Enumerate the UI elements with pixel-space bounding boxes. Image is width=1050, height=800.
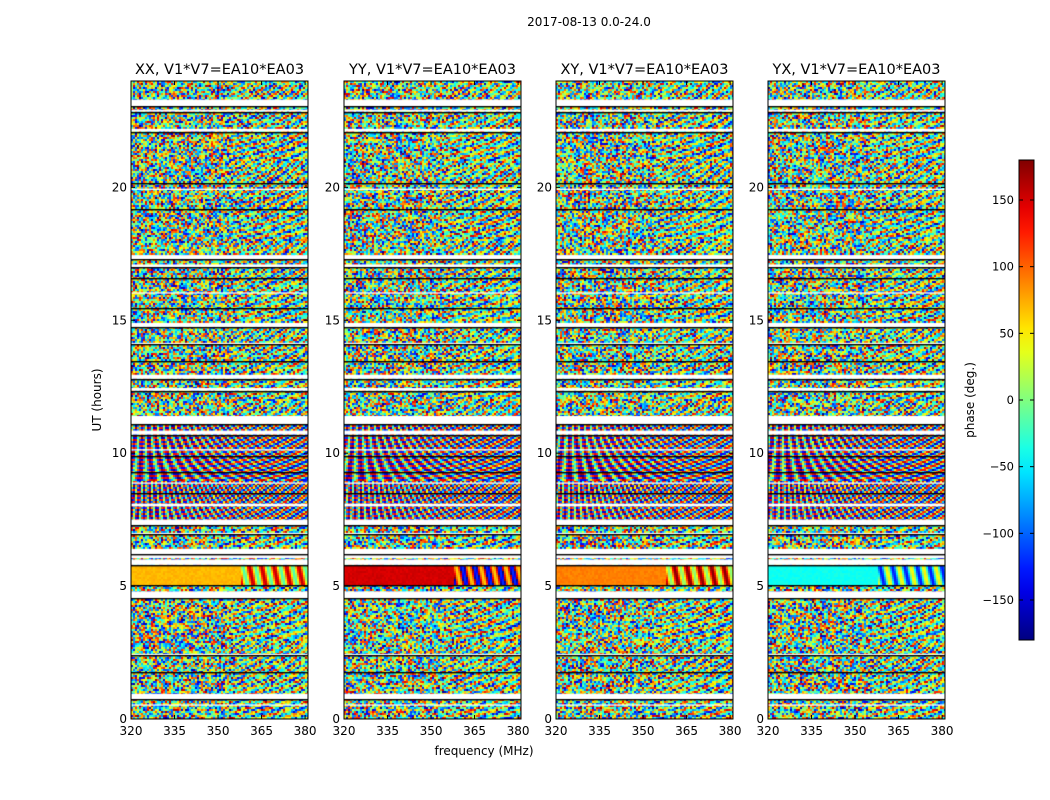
y-tick-label: 5	[756, 579, 764, 593]
colorbar-tick-label: 50	[999, 326, 1014, 340]
y-tick-label: 5	[332, 579, 340, 593]
colorbar-tick-label: 100	[992, 260, 1014, 274]
y-tick-label: 15	[537, 313, 552, 327]
x-tick-label: 380	[507, 724, 530, 738]
x-tick-label: 335	[588, 724, 611, 738]
x-tick-label: 350	[632, 724, 655, 738]
panel-2: XY, V1*V7=EA10*EA03 320 335 350 365 380 0 5 10 15…	[537, 62, 742, 738]
colorbar-tick-label: −50	[990, 460, 1014, 474]
panels-group: XX, V1*V7=EA10*EA03 320 335 350 365 380 0 5 10 15…	[112, 62, 954, 738]
y-tick-label: 10	[537, 446, 552, 460]
colorbar-label: phase (deg.)	[963, 362, 977, 438]
y-tick-label: 20	[749, 180, 764, 194]
x-tick-label: 320	[757, 724, 780, 738]
x-tick-label: 350	[207, 724, 230, 738]
x-tick-label: 350	[844, 724, 867, 738]
panel-1: YY, V1*V7=EA10*EA03 320 335 350 365 380 0 5 10 15…	[325, 62, 530, 738]
x-tick-label: 365	[675, 724, 698, 738]
panel-title-0: XX, V1*V7=EA10*EA03	[135, 62, 304, 78]
x-tick-label: 365	[463, 724, 486, 738]
heatmap-image-1	[344, 81, 521, 719]
panel-3: YX, V1*V7=EA10*EA03 320 335 350 365 380 0 5 10 15…	[749, 62, 954, 738]
y-tick-label: 10	[325, 446, 340, 460]
x-tick-label: 335	[800, 724, 823, 738]
colorbar: −150 −100 −50 0 50 100 150	[982, 159, 1035, 641]
x-tick-label: 320	[545, 724, 568, 738]
x-tick-label: 365	[887, 724, 910, 738]
x-axis-label: frequency (MHz)	[434, 744, 533, 758]
heatmap-image-3	[768, 81, 945, 719]
x-tick-label: 335	[163, 724, 186, 738]
panel-frame-3	[767, 80, 946, 720]
y-tick-label: 5	[119, 579, 127, 593]
panel-title-3: YX, V1*V7=EA10*EA03	[771, 62, 940, 78]
figure-suptitle: 2017-08-13 0.0-24.0	[527, 15, 651, 29]
x-tick-label: 320	[333, 724, 356, 738]
y-tick-label: 0	[756, 712, 764, 726]
y-tick-label: 5	[544, 579, 552, 593]
colorbar-tick-label: 150	[992, 193, 1014, 207]
y-tick-label: 10	[112, 446, 127, 460]
heatmap-image-2	[556, 81, 733, 719]
panel-title-2: XY, V1*V7=EA10*EA03	[560, 62, 728, 78]
y-tick-label: 0	[119, 712, 127, 726]
panel-frame-2	[555, 80, 734, 720]
y-tick-label: 15	[112, 313, 127, 327]
heatmap-image-0	[131, 81, 308, 719]
x-tick-label: 320	[120, 724, 143, 738]
y-axis-label: UT (hours)	[90, 368, 104, 431]
y-tick-label: 15	[325, 313, 340, 327]
y-tick-label: 15	[749, 313, 764, 327]
y-tick-label: 10	[749, 446, 764, 460]
x-tick-label: 365	[250, 724, 273, 738]
colorbar-tick-label: 0	[1007, 393, 1014, 407]
y-tick-label: 20	[325, 180, 340, 194]
y-tick-label: 20	[112, 180, 127, 194]
panel-0: XX, V1*V7=EA10*EA03 320 335 350 365 380 0 5 10 15…	[112, 62, 317, 738]
colorbar-tick-label: −150	[982, 593, 1014, 607]
colorbar-tick-label: −100	[982, 526, 1014, 540]
x-tick-label: 380	[931, 724, 954, 738]
panel-frame-1	[343, 80, 522, 720]
x-tick-label: 380	[294, 724, 317, 738]
y-tick-label: 0	[332, 712, 340, 726]
panel-title-1: YY, V1*V7=EA10*EA03	[348, 62, 516, 78]
panel-frame-0	[130, 80, 309, 720]
x-tick-label: 350	[420, 724, 443, 738]
x-tick-label: 335	[376, 724, 399, 738]
y-tick-label: 0	[544, 712, 552, 726]
y-tick-label: 20	[537, 180, 552, 194]
x-tick-label: 380	[719, 724, 742, 738]
